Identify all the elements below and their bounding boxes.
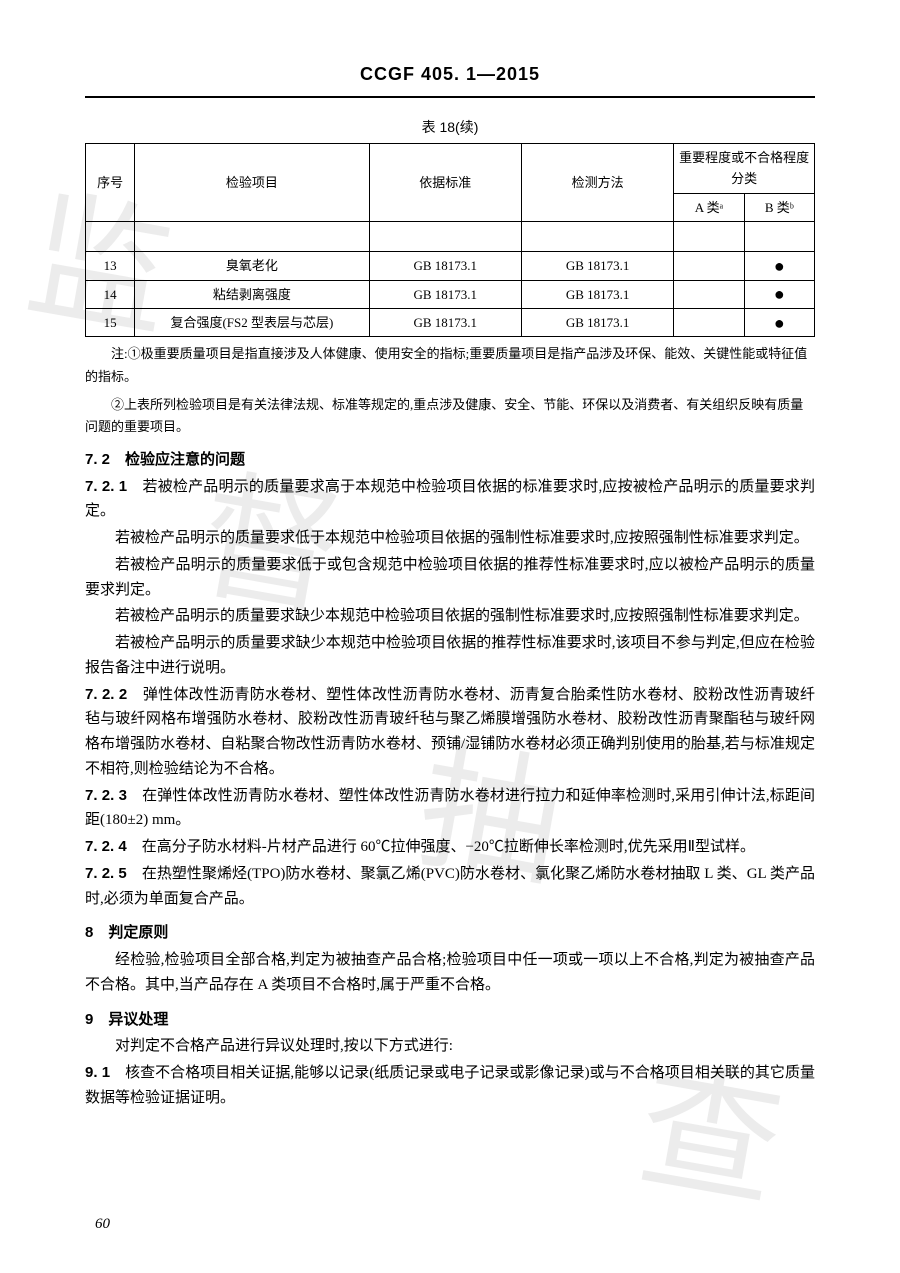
para: 若被检产品明示的质量要求低于或包含规范中检验项目依据的推荐性标准要求时,应以被检… [85,553,815,603]
para: 若被检产品明示的质量要求缺少本规范中检验项目依据的强制性标准要求时,应按照强制性… [85,604,815,629]
cell-method: GB 18173.1 [521,280,673,308]
para-text: 核查不合格项目相关证据,能够以记录(纸质记录或电子记录或影像记录)或与不合格项目… [85,1065,815,1106]
table-row: 15 复合强度(FS2 型表层与芯层) GB 18173.1 GB 18173.… [86,308,815,336]
table-note: ②上表所列检验项目是有关法律法规、标准等规定的,重点涉及健康、安全、节能、环保以… [85,394,815,438]
th-std: 依据标准 [369,143,521,221]
para-9a: 对判定不合格产品进行异议处理时,按以下方式进行: [85,1034,815,1059]
th-class-b: B 类ᵇ [744,193,814,221]
cell-b: ● [744,280,814,308]
num-label: 9. 1 [85,1064,110,1081]
num-label: 7. 2. 4 [85,838,127,855]
cell-seq: 14 [86,280,135,308]
cell-seq: 15 [86,308,135,336]
para-text: 在高分子防水材料-片材产品进行 60℃拉伸强度、−20℃拉断伸长率检测时,优先采… [127,839,755,855]
num-label: 7. 2. 3 [85,787,127,804]
table-caption: 表 18(续) [85,116,815,139]
para-text: 在弹性体改性沥青防水卷材、塑性体改性沥青防水卷材进行拉力和延伸率检测时,采用引伸… [85,788,815,829]
heading-7-2: 7. 2 检验应注意的问题 [85,448,815,473]
para-text: 在热塑性聚烯烃(TPO)防水卷材、聚氯乙烯(PVC)防水卷材、氯化聚乙烯防水卷材… [85,866,815,907]
cell-item: 臭氧老化 [135,252,369,280]
cell-item: 粘结剥离强度 [135,280,369,308]
cell-a [674,252,744,280]
cell-method: GB 18173.1 [521,252,673,280]
cell-method: GB 18173.1 [521,308,673,336]
heading-9: 9 异议处理 [85,1008,815,1033]
heading-8: 8 判定原则 [85,921,815,946]
para-text: 弹性体改性沥青防水卷材、塑性体改性沥青防水卷材、沥青复合胎柔性防水卷材、胶粉改性… [85,687,815,777]
para: 若被检产品明示的质量要求低于本规范中检验项目依据的强制性标准要求时,应按照强制性… [85,526,815,551]
para-text: 若被检产品明示的质量要求高于本规范中检验项目依据的标准要求时,应按被检产品明示的… [85,479,815,520]
header-rule [85,96,815,98]
document-code: CCGF 405. 1—2015 [85,60,815,90]
para-7-2-5: 7. 2. 5 在热塑性聚烯烃(TPO)防水卷材、聚氯乙烯(PVC)防水卷材、氯… [85,862,815,912]
cell-seq: 13 [86,252,135,280]
th-class-a: A 类ᵃ [674,193,744,221]
th-seq: 序号 [86,143,135,221]
cell-std: GB 18173.1 [369,252,521,280]
para: 若被检产品明示的质量要求缺少本规范中检验项目依据的推荐性标准要求时,该项目不参与… [85,631,815,681]
num-label: 7. 2. 5 [85,865,127,882]
th-importance: 重要程度或不合格程度分类 [674,143,815,193]
th-method: 检测方法 [521,143,673,221]
table-row: 13 臭氧老化 GB 18173.1 GB 18173.1 ● [86,252,815,280]
table-row-gap [86,222,815,252]
num-label: 7. 2. 2 [85,686,127,703]
para-7-2-1: 7. 2. 1 若被检产品明示的质量要求高于本规范中检验项目依据的标准要求时,应… [85,475,815,525]
cell-item: 复合强度(FS2 型表层与芯层) [135,308,369,336]
cell-b: ● [744,252,814,280]
num-label: 7. 2. 1 [85,478,127,495]
para-7-2-4: 7. 2. 4 在高分子防水材料-片材产品进行 60℃拉伸强度、−20℃拉断伸长… [85,835,815,860]
cell-a [674,280,744,308]
para-8: 经检验,检验项目全部合格,判定为被抽查产品合格;检验项目中任一项或一项以上不合格… [85,948,815,998]
para-7-2-3: 7. 2. 3 在弹性体改性沥青防水卷材、塑性体改性沥青防水卷材进行拉力和延伸率… [85,784,815,834]
inspection-table: 序号 检验项目 依据标准 检测方法 重要程度或不合格程度分类 A 类ᵃ B 类ᵇ… [85,143,815,338]
cell-std: GB 18173.1 [369,308,521,336]
cell-b: ● [744,308,814,336]
table-row: 14 粘结剥离强度 GB 18173.1 GB 18173.1 ● [86,280,815,308]
page-number: 60 [95,1212,110,1237]
table-note: 注:①极重要质量项目是指直接涉及人体健康、使用安全的指标;重要质量项目是指产品涉… [85,343,815,387]
cell-std: GB 18173.1 [369,280,521,308]
para-9-1: 9. 1 核查不合格项目相关证据,能够以记录(纸质记录或电子记录或影像记录)或与… [85,1061,815,1111]
cell-a [674,308,744,336]
th-item: 检验项目 [135,143,369,221]
para-7-2-2: 7. 2. 2 弹性体改性沥青防水卷材、塑性体改性沥青防水卷材、沥青复合胎柔性防… [85,683,815,782]
